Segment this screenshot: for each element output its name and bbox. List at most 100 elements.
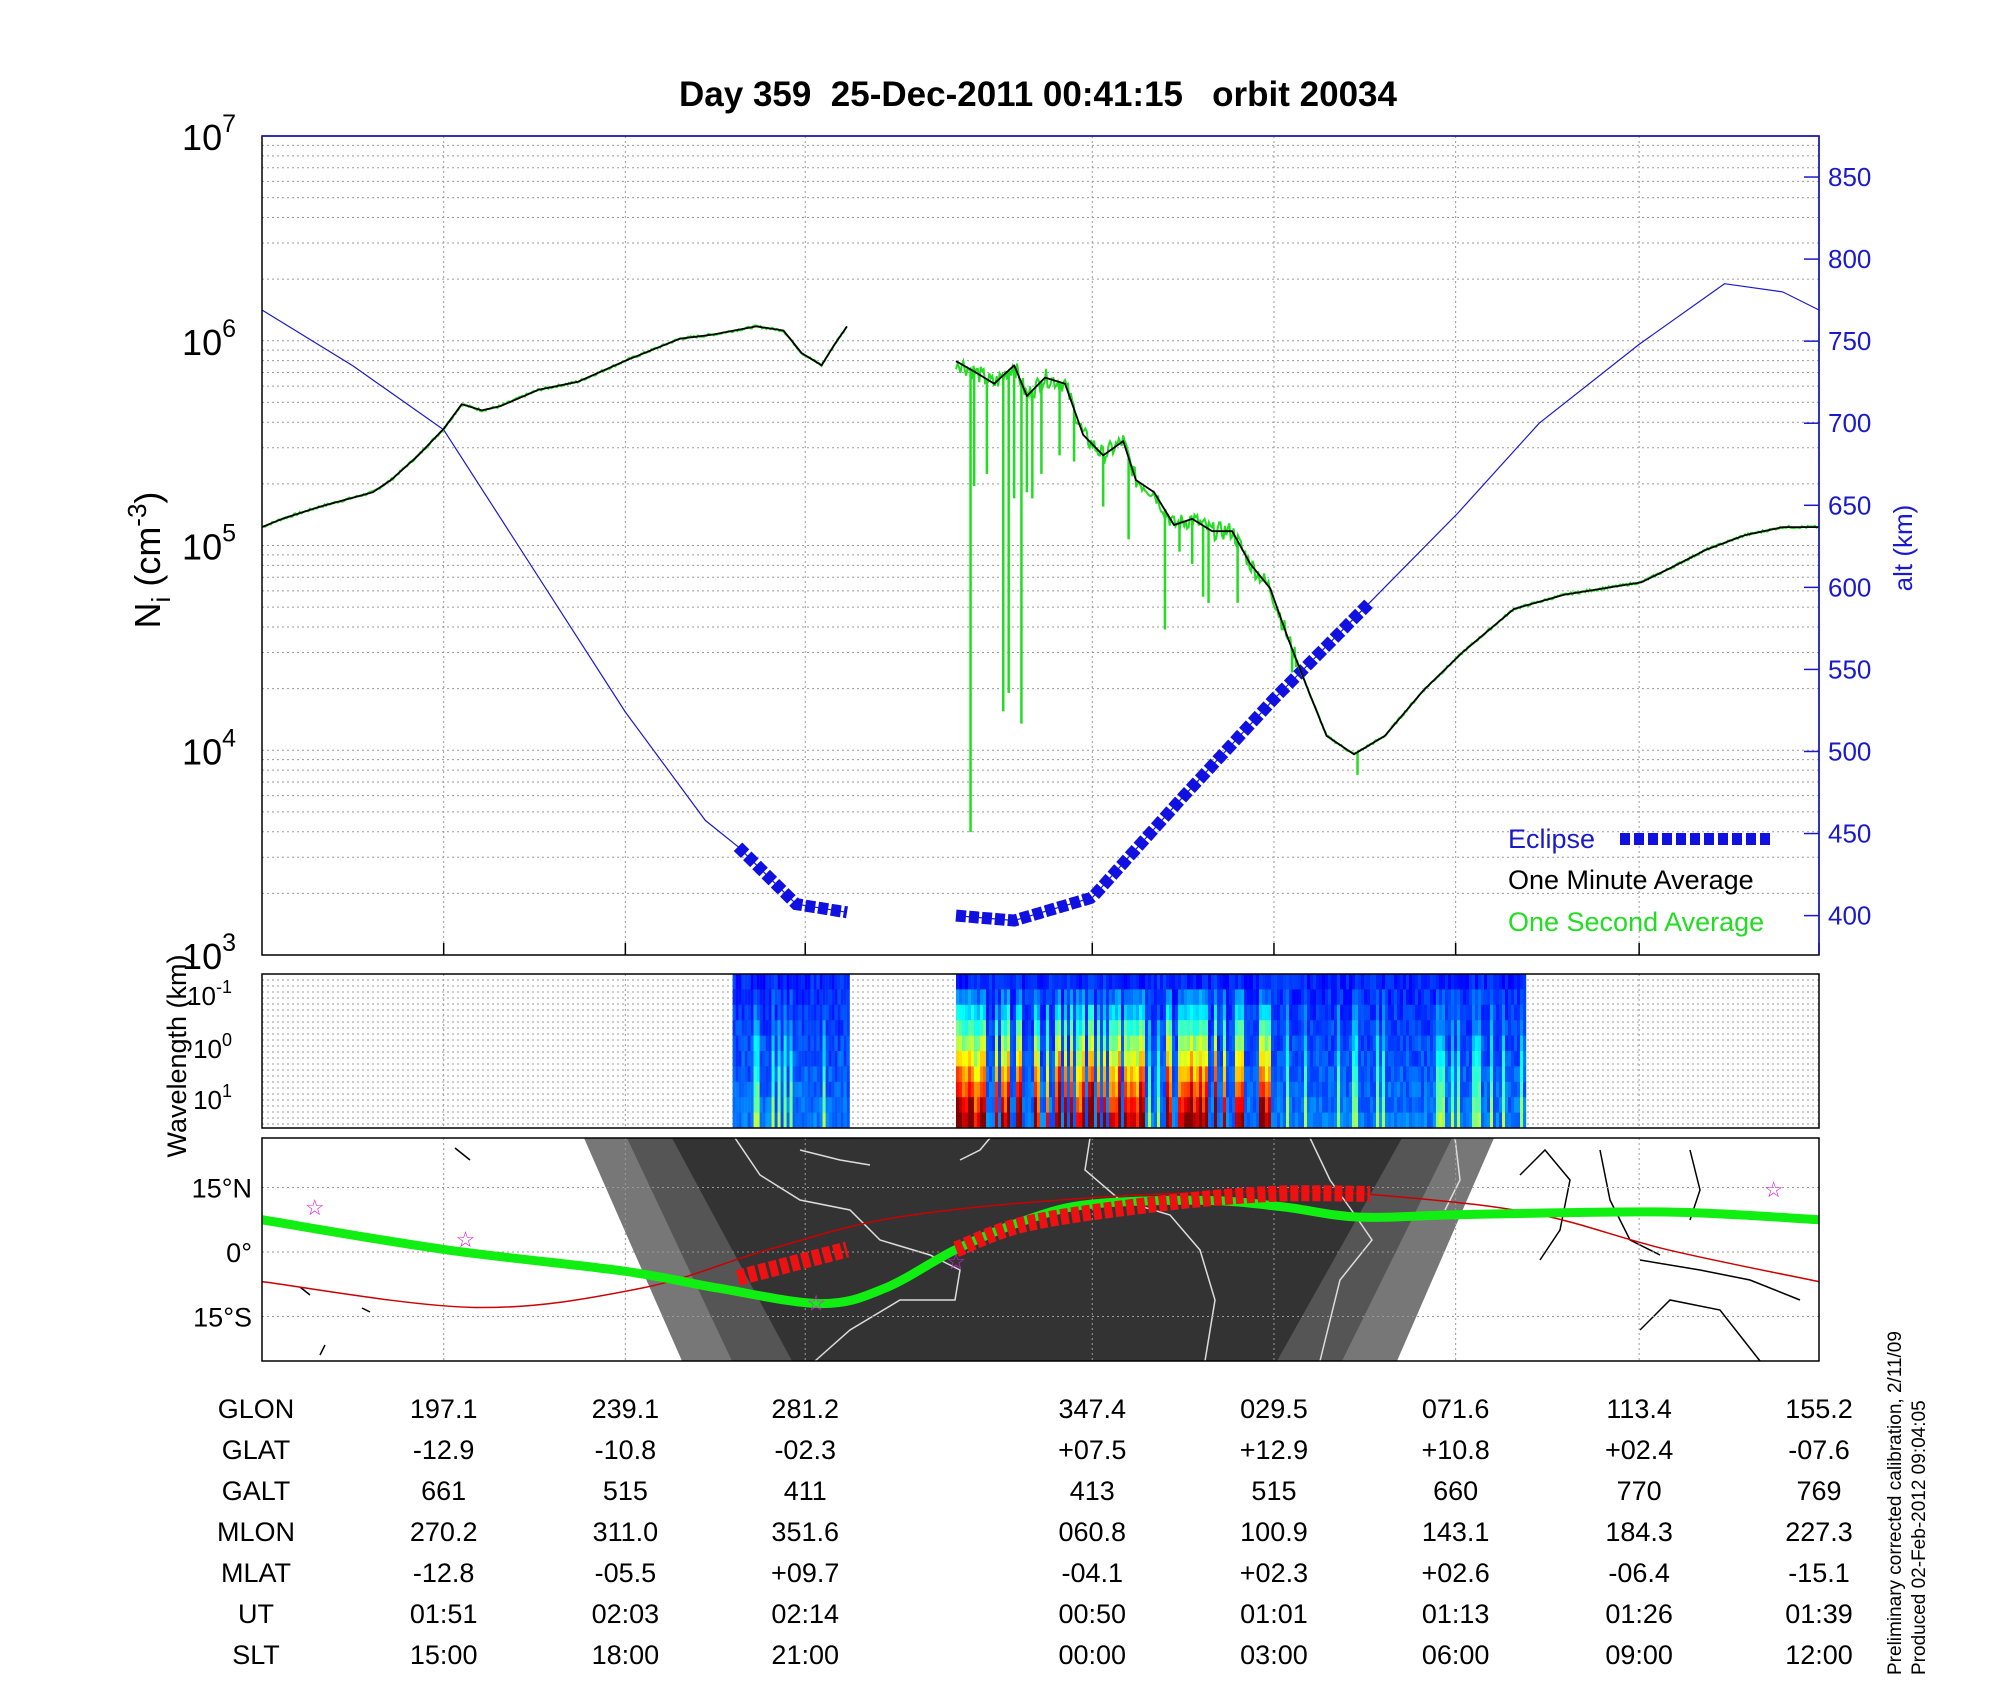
spectrogram-cell (768, 1097, 772, 1114)
y2-tick-label: 800 (1828, 244, 1871, 274)
spectrogram-cell (822, 1066, 826, 1083)
spectrogram-cell (1262, 1051, 1266, 1067)
spectrogram-cell (1403, 1081, 1407, 1098)
spectrogram-cell (1370, 1097, 1374, 1114)
spectrogram-cell (1433, 1020, 1437, 1037)
spectrogram-cell (1226, 1051, 1230, 1067)
spectrogram-cell (1214, 989, 1218, 1006)
spectrogram-cell (1211, 1112, 1215, 1129)
spectrogram-cell (1229, 1097, 1233, 1114)
spectrogram-cell (1169, 1081, 1173, 1098)
spectrogram-cell (1148, 1097, 1152, 1114)
spectrogram-cell (1433, 1081, 1437, 1098)
spectrogram-cell (1490, 1112, 1494, 1129)
spectrogram-cell (1319, 1097, 1323, 1114)
spectrogram-cell (744, 1081, 748, 1098)
spectrogram-cell (1451, 1004, 1455, 1021)
spectrogram-cell (1202, 1051, 1206, 1067)
spectrogram-cell (1262, 1020, 1266, 1037)
spectrogram-cell (1391, 1020, 1395, 1037)
spectrogram-cell (1361, 1112, 1365, 1129)
spectrogram-cell (1070, 1066, 1074, 1083)
spectrogram-cell (1298, 1112, 1302, 1129)
spectrogram-cell (762, 1097, 766, 1114)
spectrogram-cell (1088, 1004, 1092, 1021)
spectrogram-cell (1364, 1097, 1368, 1114)
spectrogram-cell (1337, 1004, 1341, 1021)
spectrogram-cell (1343, 1051, 1347, 1067)
spectrogram-cell (1082, 1020, 1086, 1037)
spectrogram-cell (1508, 1051, 1512, 1067)
ephemeris-row-label: GALT (222, 1476, 291, 1506)
spectrogram-cell (1283, 1081, 1287, 1098)
spectrogram-cell (1142, 1051, 1146, 1067)
spectrogram-cell (1067, 1020, 1071, 1037)
spectrogram-cell (1223, 1020, 1227, 1037)
spectrogram-cell (1523, 974, 1527, 990)
spectrogram-cell (1517, 1112, 1521, 1129)
spectrogram-cell (1451, 1112, 1455, 1129)
spectrogram-cell (1079, 974, 1083, 990)
spectrogram-cell (1310, 1004, 1314, 1021)
y-axis-label: Ni (cm-3) (122, 492, 176, 629)
spectrogram-cell (831, 1081, 835, 1098)
spectrogram-cell (1010, 1020, 1014, 1037)
spectrogram-cell (1244, 989, 1248, 1006)
spectrogram-cell (959, 1081, 963, 1098)
spectrogram-cell (1226, 1097, 1230, 1114)
spectrogram-cell (1118, 974, 1122, 990)
spectrogram-cell (1301, 1112, 1305, 1129)
spectrogram-cell (1133, 989, 1137, 1006)
spectrogram-cell (1076, 1051, 1080, 1067)
spectrogram-cell (1487, 1097, 1491, 1114)
spectrogram-cell (1094, 1066, 1098, 1083)
spectrogram-cell (1052, 1004, 1056, 1021)
spectrogram-cell (1190, 1066, 1194, 1083)
spectrogram-cell (1187, 974, 1191, 990)
spectrogram-cell (1259, 1004, 1263, 1021)
spectrogram-cell (1052, 1081, 1056, 1098)
spectrogram-cell (1082, 1035, 1086, 1052)
spectrogram-cell (816, 1051, 820, 1067)
spectrogram-cell (1118, 989, 1122, 1006)
spectrogram-cell (1445, 974, 1449, 990)
spectrogram-cell (1214, 1004, 1218, 1021)
spectrogram-cell (1292, 1097, 1296, 1114)
spectrogram-cell (1112, 1066, 1116, 1083)
spectrogram-cell (1487, 1081, 1491, 1098)
spectrogram-cell (1367, 1020, 1371, 1037)
spectrogram-cell (1097, 1004, 1101, 1021)
spectrogram-cell (1466, 1035, 1470, 1052)
spectrogram-cell (807, 1112, 811, 1129)
spectrogram-cell (1391, 1035, 1395, 1052)
spectrogram-cell (1442, 1097, 1446, 1114)
spectrogram-cell (843, 1051, 847, 1067)
spectrogram-cell (1136, 989, 1140, 1006)
spectrogram-cell (783, 989, 787, 1006)
spectrogram-cell (774, 1081, 778, 1098)
spectrogram-cell (810, 1035, 814, 1052)
spectrogram-cell (968, 1004, 972, 1021)
spectrogram-cell (1361, 974, 1365, 990)
spectrogram-cell (1409, 1081, 1413, 1098)
spectrogram-cell (974, 1051, 978, 1067)
spectrogram-cell (992, 1081, 996, 1098)
spectrogram-cell (1451, 974, 1455, 990)
spectrogram-cell (1430, 1081, 1434, 1098)
spectrogram-cell (1442, 1112, 1446, 1129)
spectrogram-cell (1454, 974, 1458, 990)
spectrogram-cell (759, 1051, 763, 1067)
spectrogram-cell (1373, 1020, 1377, 1037)
spectrogram-cell (1091, 1035, 1095, 1052)
spectrogram-cell (1484, 1112, 1488, 1129)
spectrogram-cell (1172, 1081, 1176, 1098)
spectrogram-cell (1454, 1051, 1458, 1067)
spectrogram-cell (1187, 1004, 1191, 1021)
spectrogram-cell (834, 1004, 838, 1021)
spectrogram-cell (1406, 1066, 1410, 1083)
spectrogram-cell (977, 1051, 981, 1067)
spectrogram-cell (1268, 989, 1272, 1006)
spectrogram-cell (1328, 1004, 1332, 1021)
spectrogram-cell (1220, 974, 1224, 990)
spectrogram-cell (780, 1051, 784, 1067)
